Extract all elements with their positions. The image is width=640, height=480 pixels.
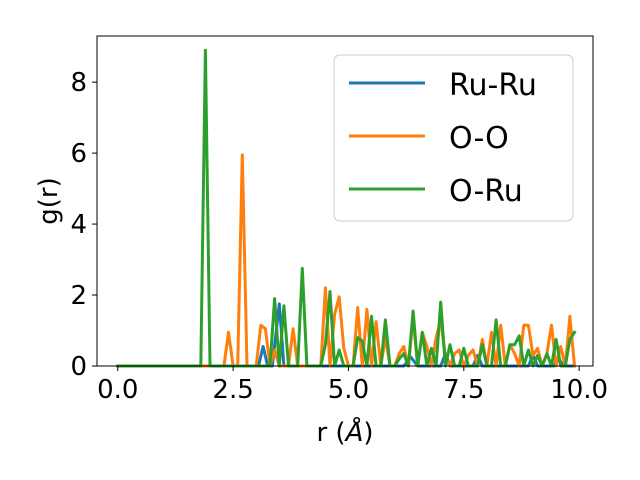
x-tick-label: 10.0 — [550, 375, 608, 405]
y-tick-label: 2 — [70, 281, 87, 311]
plot-frame — [96, 35, 594, 367]
x-tick-label: 7.5 — [443, 375, 484, 405]
legend-label-o-o: O-O — [449, 121, 509, 156]
series-line-o-ru — [116, 48, 577, 368]
y-axis-title: g(r) — [34, 177, 64, 224]
legend-frame — [333, 54, 574, 222]
x-axis: 0.0 2.5 5.0 7.5 10.0 — [97, 366, 608, 405]
x-tick-label: 0.0 — [97, 375, 138, 405]
x-tick-label: 2.5 — [212, 375, 253, 405]
y-tick-label: 0 — [70, 352, 87, 382]
y-axis: 0 2 4 6 8 — [70, 68, 97, 382]
legend-label-o-ru: O-Ru — [449, 174, 523, 209]
y-tick-label: 6 — [70, 139, 87, 169]
y-tick-label: 4 — [70, 210, 87, 240]
y-tick-label: 8 — [70, 68, 87, 98]
legend: Ru-Ru O-O O-Ru — [333, 54, 574, 222]
x-axis-title: r (Å) — [316, 416, 373, 448]
legend-label-ru-ru: Ru-Ru — [449, 68, 537, 103]
x-tick-label: 5.0 — [328, 375, 369, 405]
